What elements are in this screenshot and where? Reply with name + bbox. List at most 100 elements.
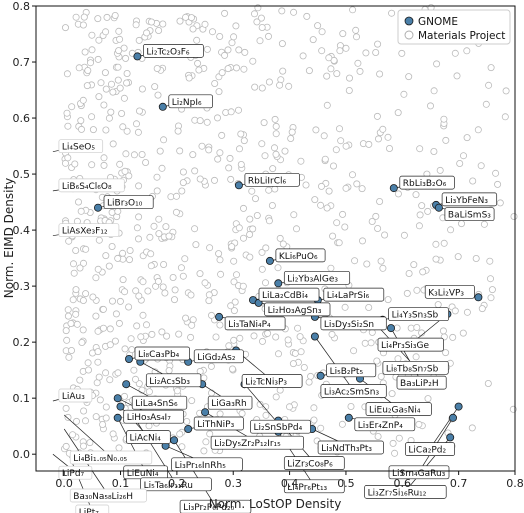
annotation-box [244,172,300,187]
y-axis-label: Norm. EIMD Density [2,178,16,299]
mp-point [230,33,238,41]
mp-point [342,142,350,150]
mp-point [194,59,202,67]
mp-point [253,18,261,26]
annotation-labels: Li₂Tc₂O₃F₆ Li₂NpI₆ Li₄SeO₅ LiB₆S₄Cl₆O₈ LiBr₃… [58,44,498,513]
mp-point [179,168,187,176]
mp-point [317,182,325,190]
mp-point [317,424,325,432]
gnome-point [234,181,243,190]
annotation-box [388,307,449,322]
mp-point [268,201,276,209]
mp-point [131,375,139,383]
mp-point [185,74,193,82]
mp-point [69,296,77,304]
mp-point [224,65,232,73]
x-tick-label: 0.3 [224,477,242,490]
mp-point [137,333,145,341]
mp-point [377,372,385,380]
mp-point [100,324,108,332]
mp-point [139,278,147,286]
annotation-label: Li₃Pr₁₆InRh₅ [175,461,227,471]
mp-point [484,379,492,387]
annotation-box [382,360,449,375]
mp-point [482,100,490,108]
mp-point [451,307,459,315]
mp-point [269,165,277,173]
mp-point [62,442,70,450]
mp-point [86,439,94,447]
gnome-point [446,433,455,442]
x-tick-label: 0.7 [450,477,468,490]
mp-point [79,296,87,304]
annotation-connector [173,440,216,507]
mp-point [132,287,140,295]
y-tick-label: 0.5 [13,168,31,181]
mp-point [215,250,223,258]
mp-point [135,380,143,388]
annotation-box [224,316,286,331]
mp-point [312,126,320,134]
mp-point [187,291,195,299]
mp-point [115,27,123,35]
mp-point [195,66,203,74]
mp-point [150,222,158,230]
mp-point [388,390,396,398]
annotation-box [168,94,213,109]
mp-point [474,126,482,134]
annotation-label: Ba₃₀Na₅₈Li₂₆H [73,492,133,502]
mp-point [250,10,258,18]
x-tick-label: 0.8 [506,477,524,490]
mp-point [440,115,448,123]
mp-point [73,417,81,425]
mp-point [206,244,214,252]
annotation-box [58,223,120,238]
mp-point [264,329,272,337]
mp-point [447,226,455,234]
mp-point [217,270,225,278]
mp-point [289,360,297,368]
mp-point [251,83,259,91]
mp-point [297,348,305,356]
mp-point [134,128,142,136]
annotation-box [388,465,450,480]
mp-point [388,9,396,17]
plot-area [36,6,515,471]
mp-point [272,333,280,341]
gnome-point [474,293,483,302]
mp-point [274,264,282,272]
mp-point [116,297,124,305]
mp-point [494,180,502,188]
annotation-label: Li₃NdTh₃Pt₃ [321,444,372,454]
mp-point [67,319,75,327]
mp-point [398,49,406,57]
mp-point [193,36,201,44]
mp-point [272,150,280,158]
mp-point [226,154,234,162]
annotation-box [275,248,326,263]
annotation-label: Li₄Y₃Sn₃Sb [392,311,439,321]
annotation-label: RbLiIrCl₆ [248,176,287,186]
annotation-box [323,287,385,302]
mp-point [64,312,72,320]
mp-point [492,169,500,177]
mp-point [176,147,184,155]
mp-point [138,150,146,158]
mp-point [415,420,423,428]
mp-point [80,407,88,415]
mp-point [109,140,117,148]
mp-point [272,122,280,130]
mp-point [227,108,235,116]
mp-point [432,240,440,248]
annotation-label: Li₅Ta₆Ir₁₁Ru [144,481,193,491]
mp-point [238,409,246,417]
x-axis-label: Norm. LoStOP Density [209,497,342,511]
mp-point [206,430,214,438]
mp-point [468,424,476,432]
gnome-point [265,256,274,265]
mp-point [363,260,371,268]
mp-point [314,22,322,30]
mp-point [88,113,96,121]
mp-point [459,152,467,160]
annotation-label: Li₂SnSbPd₄ [254,423,303,433]
